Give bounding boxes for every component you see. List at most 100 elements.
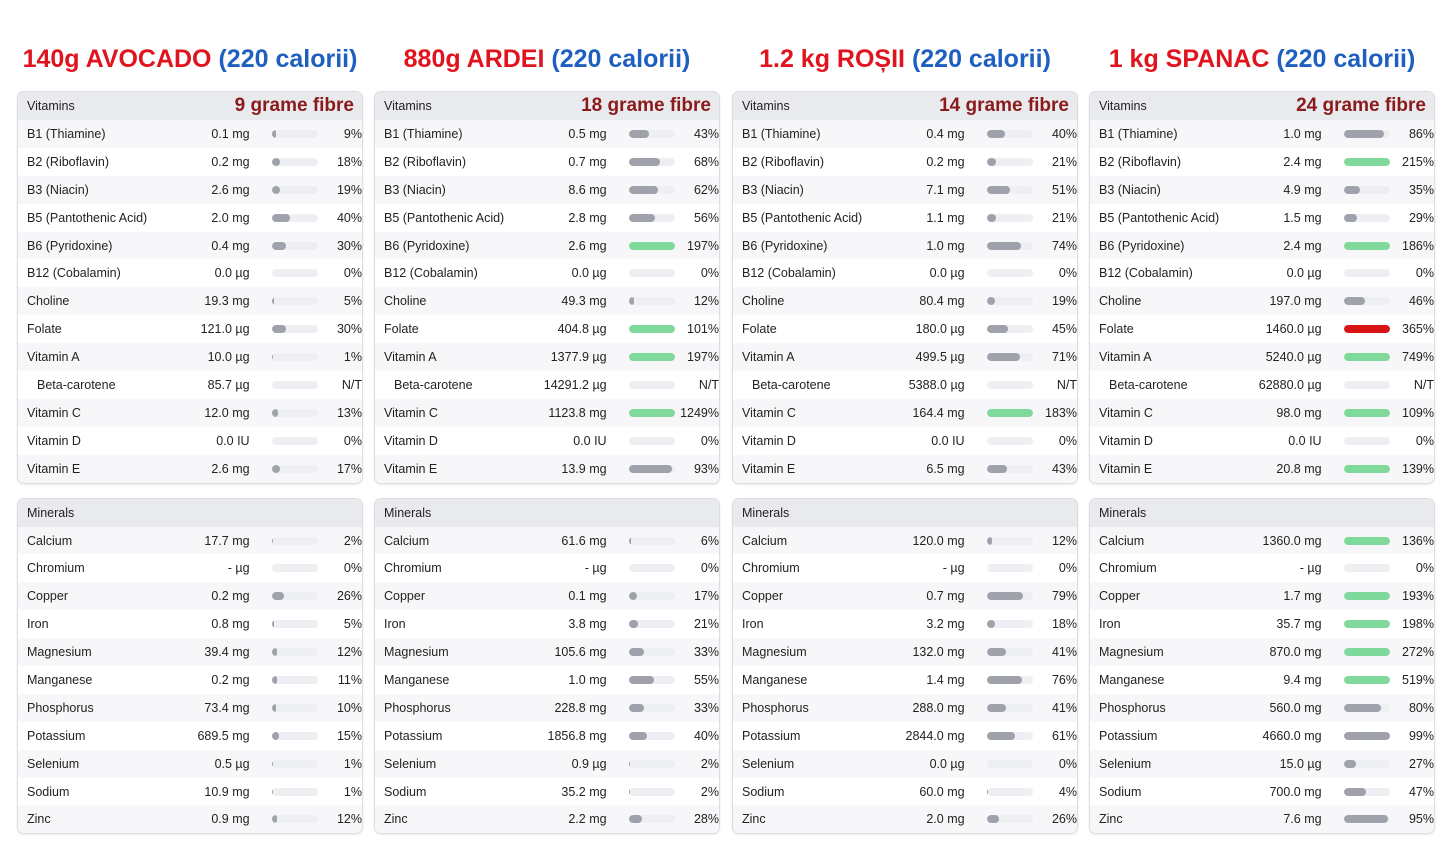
progress-fill: [628, 241, 676, 250]
nutrient-row: B3 (Niacin) 8.6 mg 62%: [375, 175, 719, 204]
nutrient-name: Folate: [27, 322, 62, 337]
nutrient-amount: - µg: [584, 561, 607, 576]
nutrient-amount: 689.5 mg: [197, 728, 250, 743]
progress-bar: [271, 564, 319, 573]
progress-bar: [1343, 815, 1391, 824]
nutrient-amount: 404.8 µg: [557, 322, 607, 337]
progress-fill: [271, 241, 286, 250]
progress-bar: [271, 620, 319, 629]
progress-bar: [628, 408, 676, 417]
nutrient-amount: 0.0 µg: [214, 266, 250, 281]
nutrient-row: Sodium 700.0 mg 47%: [1090, 777, 1434, 806]
progress-bar: [1343, 157, 1391, 166]
minerals-header: Minerals: [733, 498, 1077, 527]
nutrient-percent: 0%: [343, 561, 362, 576]
nutrient-row: B3 (Niacin) 4.9 mg 35%: [1090, 175, 1434, 204]
nutrient-row: Iron 0.8 mg 5%: [18, 610, 362, 639]
nutrient-row: Zinc 2.2 mg 28%: [375, 805, 719, 834]
nutrient-amount: 0.1 mg: [568, 589, 607, 604]
progress-bar: [271, 213, 319, 222]
nutrient-row: Vitamin D 0.0 IU 0%: [733, 426, 1077, 455]
nutrient-name: B6 (Pyridoxine): [1099, 238, 1185, 253]
nutrient-name: Folate: [1099, 322, 1134, 337]
nutrient-name: Potassium: [742, 728, 801, 743]
nutrient-name: Iron: [742, 617, 764, 632]
nutrient-amount: 9.4 mg: [1283, 672, 1322, 687]
progress-bar: [1343, 129, 1391, 138]
progress-fill: [628, 297, 635, 306]
nutrient-percent: 0%: [1415, 433, 1434, 448]
nutrient-amount: 164.4 mg: [912, 405, 965, 420]
nutrient-amount: 1377.9 µg: [550, 350, 607, 365]
nutrient-row: Vitamin D 0.0 IU 0%: [18, 426, 362, 455]
progress-fill: [1343, 408, 1391, 417]
nutrient-name: Vitamin A: [742, 350, 795, 365]
progress-bar: [1343, 213, 1391, 222]
nutrient-row: Calcium 120.0 mg 12%: [733, 526, 1077, 555]
progress-bar: [628, 241, 676, 250]
nutrient-amount: 0.2 mg: [211, 154, 250, 169]
progress-bar: [986, 564, 1034, 573]
nutrient-name: Potassium: [27, 728, 86, 743]
nutrient-name: B3 (Niacin): [384, 182, 446, 197]
nutrient-amount: 2.2 mg: [568, 812, 607, 827]
progress-bar: [628, 353, 676, 362]
progress-bar: [986, 536, 1034, 545]
nutrient-name: Vitamin D: [1099, 433, 1153, 448]
progress-bar: [271, 129, 319, 138]
progress-fill: [1343, 731, 1390, 740]
progress-fill: [986, 815, 999, 824]
nutrient-row: Calcium 61.6 mg 6%: [375, 526, 719, 555]
progress-bar: [628, 380, 676, 389]
nutrient-percent: 17%: [336, 461, 362, 476]
nutrient-row: Folate 404.8 µg 101%: [375, 315, 719, 344]
nutrient-percent: 0%: [1058, 433, 1077, 448]
nutrient-percent: 186%: [1402, 238, 1434, 253]
nutrient-name: Manganese: [742, 672, 808, 687]
progress-fill: [986, 592, 1024, 601]
nutrient-percent: 197%: [687, 238, 719, 253]
nutrient-percent: 1249%: [680, 405, 719, 420]
progress-bar: [986, 269, 1034, 278]
progress-fill: [271, 157, 280, 166]
nutrient-amount: 0.5 µg: [214, 756, 250, 771]
nutrient-row: Vitamin C 12.0 mg 13%: [18, 398, 362, 427]
progress-fill: [628, 731, 648, 740]
nutrient-percent: 12%: [336, 645, 362, 660]
nutrient-row: B12 (Cobalamin) 0.0 µg 0%: [1090, 259, 1434, 288]
nutrient-row: Copper 1.7 mg 193%: [1090, 582, 1434, 611]
nutrient-amount: 1460.0 µg: [1265, 322, 1322, 337]
nutrient-name: B2 (Riboflavin): [1099, 154, 1181, 169]
food-name: 140g AVOCADO: [22, 45, 212, 73]
progress-bar: [271, 592, 319, 601]
nutrient-amount: 180.0 µg: [915, 322, 965, 337]
nutrient-row: Vitamin E 20.8 mg 139%: [1090, 454, 1434, 483]
nutrient-row: Phosphorus 228.8 mg 33%: [375, 693, 719, 722]
nutrient-percent: 35%: [1408, 182, 1434, 197]
nutrient-row: Sodium 10.9 mg 1%: [18, 777, 362, 806]
progress-bar: [986, 408, 1034, 417]
nutrient-name: Vitamin C: [742, 405, 796, 420]
progress-bar: [1343, 464, 1391, 473]
nutrient-amount: 105.6 mg: [554, 645, 607, 660]
nutrient-name: Vitamin D: [27, 433, 81, 448]
nutrient-amount: 4.9 mg: [1283, 182, 1322, 197]
nutrient-percent: 17%: [693, 589, 719, 604]
nutrient-amount: 7.6 mg: [1283, 812, 1322, 827]
nutrient-name: Copper: [1099, 589, 1140, 604]
nutrient-amount: 60.0 mg: [919, 784, 965, 799]
progress-fill: [271, 648, 278, 657]
nutrient-row: Potassium 2844.0 mg 61%: [733, 721, 1077, 750]
progress-bar: [628, 436, 676, 445]
nutrient-percent: 2%: [343, 533, 362, 548]
nutrient-percent: 12%: [336, 812, 362, 827]
nutrient-name: Selenium: [742, 756, 795, 771]
progress-bar: [628, 564, 676, 573]
nutrient-row: Selenium 0.5 µg 1%: [18, 749, 362, 778]
nutrient-amount: 0.0 IU: [1288, 433, 1322, 448]
nutrient-percent: 33%: [693, 700, 719, 715]
progress-fill: [628, 787, 630, 796]
progress-fill: [1343, 241, 1391, 250]
nutrient-name: B12 (Cobalamin): [742, 266, 836, 281]
nutrient-percent: 55%: [693, 672, 719, 687]
